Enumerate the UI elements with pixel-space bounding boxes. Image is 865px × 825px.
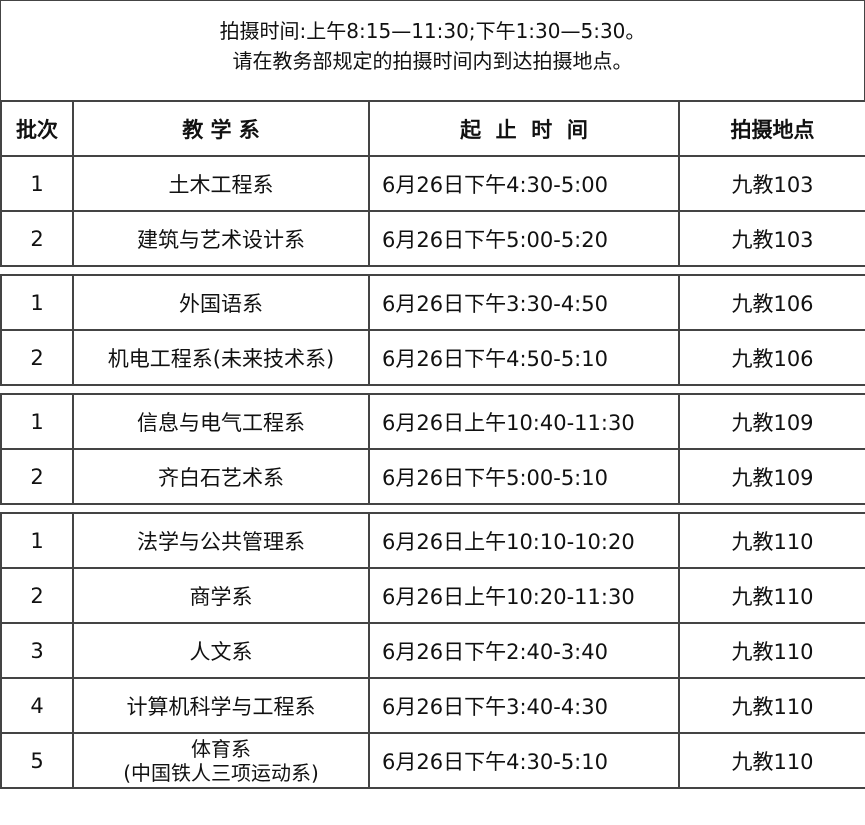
header-department: 教 学 系 (72, 100, 370, 157)
time-cell: 6月26日下午2:40-3:40 (368, 622, 680, 679)
table-row: 3 人文系 6月26日下午2:40-3:40 九教110 (0, 622, 865, 679)
location-cell: 九教109 (678, 448, 865, 505)
time-cell: 6月26日下午4:30-5:00 (368, 155, 680, 212)
time-cell: 6月26日下午3:30-4:50 (368, 274, 680, 331)
department-name: 外国语系 (179, 291, 263, 316)
schedule-table: 批次 教 学 系 起 止 时 间 拍摄地点 1 土木工程系 6月26日下午4:30-… (0, 100, 865, 789)
separator-cell (1, 265, 865, 276)
department-cell: 土木工程系 (72, 155, 370, 212)
batch-cell: 4 (0, 677, 74, 734)
location-cell: 九教110 (678, 622, 865, 679)
department-cell: 建筑与艺术设计系 (72, 210, 370, 267)
time-cell: 6月26日下午4:30-5:10 (368, 732, 680, 789)
header-location: 拍摄地点 (678, 100, 865, 157)
table-row: 1 土木工程系 6月26日下午4:30-5:00 九教103 (0, 155, 865, 212)
location-cell: 九教110 (678, 512, 865, 569)
department-name: 建筑与艺术设计系 (137, 227, 305, 252)
batch-cell: 2 (0, 329, 74, 386)
batch-cell: 1 (0, 512, 74, 569)
department-cell: 齐白石艺术系 (72, 448, 370, 505)
department-cell: 计算机科学与工程系 (72, 677, 370, 734)
notice-line-1: 拍摄时间:上午8:15—11:30;下午1:30—5:30。 (219, 19, 646, 43)
department-name: 机电工程系(未来技术系) (107, 346, 335, 371)
separator-cell (1, 384, 865, 395)
table-row: 1 法学与公共管理系 6月26日上午10:10-10:20 九教110 (0, 512, 865, 569)
department-name: 齐白石艺术系 (158, 465, 284, 490)
department-name: 信息与电气工程系 (137, 410, 305, 435)
table-row: 5 体育系 (中国铁人三项运动系) 6月26日下午4:30-5:10 九教110 (0, 732, 865, 789)
department-cell: 体育系 (中国铁人三项运动系) (72, 732, 370, 789)
department-cell: 机电工程系(未来技术系) (72, 329, 370, 386)
header-batch: 批次 (0, 100, 74, 157)
batch-cell: 2 (0, 448, 74, 505)
department-cell: 法学与公共管理系 (72, 512, 370, 569)
department-name: 体育系 (191, 736, 251, 761)
location-cell: 九教110 (678, 732, 865, 789)
batch-cell: 5 (0, 732, 74, 789)
table-row: 2 建筑与艺术设计系 6月26日下午5:00-5:20 九教103 (0, 210, 865, 267)
location-cell: 九教103 (678, 155, 865, 212)
location-cell: 九教106 (678, 329, 865, 386)
shooting-notice: 拍摄时间:上午8:15—11:30;下午1:30—5:30。 请在教务部规定的拍… (0, 0, 865, 100)
department-cell: 信息与电气工程系 (72, 393, 370, 450)
department-name: 法学与公共管理系 (137, 529, 305, 554)
department-cell: 外国语系 (72, 274, 370, 331)
table-row: 4 计算机科学与工程系 6月26日下午3:40-4:30 九教110 (0, 677, 865, 734)
batch-cell: 1 (0, 274, 74, 331)
group-separator (1, 384, 865, 395)
time-cell: 6月26日上午10:20-11:30 (368, 567, 680, 624)
department-name: 人文系 (189, 639, 253, 664)
time-cell: 6月26日下午3:40-4:30 (368, 677, 680, 734)
batch-cell: 1 (0, 393, 74, 450)
table-row: 1 信息与电气工程系 6月26日上午10:40-11:30 九教109 (0, 393, 865, 450)
time-cell: 6月26日下午4:50-5:10 (368, 329, 680, 386)
table-row: 2 机电工程系(未来技术系) 6月26日下午4:50-5:10 九教106 (0, 329, 865, 386)
department-name-line2: (中国铁人三项运动系) (123, 760, 319, 785)
group-separator (1, 265, 865, 276)
location-cell: 九教110 (678, 677, 865, 734)
department-name: 土木工程系 (168, 172, 274, 197)
location-cell: 九教103 (678, 210, 865, 267)
batch-cell: 2 (0, 210, 74, 267)
time-cell: 6月26日上午10:40-11:30 (368, 393, 680, 450)
location-cell: 九教106 (678, 274, 865, 331)
notice-line-2: 请在教务部规定的拍摄时间内到达拍摄地点。 (232, 49, 633, 73)
batch-cell: 2 (0, 567, 74, 624)
table-row: 2 齐白石艺术系 6月26日下午5:00-5:10 九教109 (0, 448, 865, 505)
time-cell: 6月26日下午5:00-5:10 (368, 448, 680, 505)
location-cell: 九教109 (678, 393, 865, 450)
department-cell: 商学系 (72, 567, 370, 624)
batch-cell: 1 (0, 155, 74, 212)
header-row: 批次 教 学 系 起 止 时 间 拍摄地点 (0, 100, 865, 157)
department-cell: 人文系 (72, 622, 370, 679)
separator-cell (1, 503, 865, 514)
department-name: 商学系 (189, 584, 253, 609)
header-time: 起 止 时 间 (368, 100, 680, 157)
time-cell: 6月26日下午5:00-5:20 (368, 210, 680, 267)
table-row: 1 外国语系 6月26日下午3:30-4:50 九教106 (0, 274, 865, 331)
department-name: 计算机科学与工程系 (126, 694, 316, 719)
group-separator (1, 503, 865, 514)
location-cell: 九教110 (678, 567, 865, 624)
batch-cell: 3 (0, 622, 74, 679)
table-row: 2 商学系 6月26日上午10:20-11:30 九教110 (0, 567, 865, 624)
time-cell: 6月26日上午10:10-10:20 (368, 512, 680, 569)
